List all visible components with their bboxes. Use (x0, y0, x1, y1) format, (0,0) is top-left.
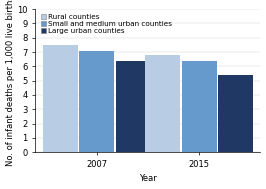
Bar (218, 75, 253, 152)
Y-axis label: No. of infant deaths per 1,000 live births: No. of infant deaths per 1,000 live birt… (6, 0, 15, 166)
Legend: Rural counties, Small and medium urban counties, Large urban counties: Rural counties, Small and medium urban c… (39, 13, 174, 36)
Bar (43, 45, 77, 152)
X-axis label: Year: Year (139, 174, 157, 184)
Bar (145, 55, 180, 152)
Bar (182, 61, 217, 152)
Bar (79, 51, 114, 152)
Bar (116, 61, 151, 152)
